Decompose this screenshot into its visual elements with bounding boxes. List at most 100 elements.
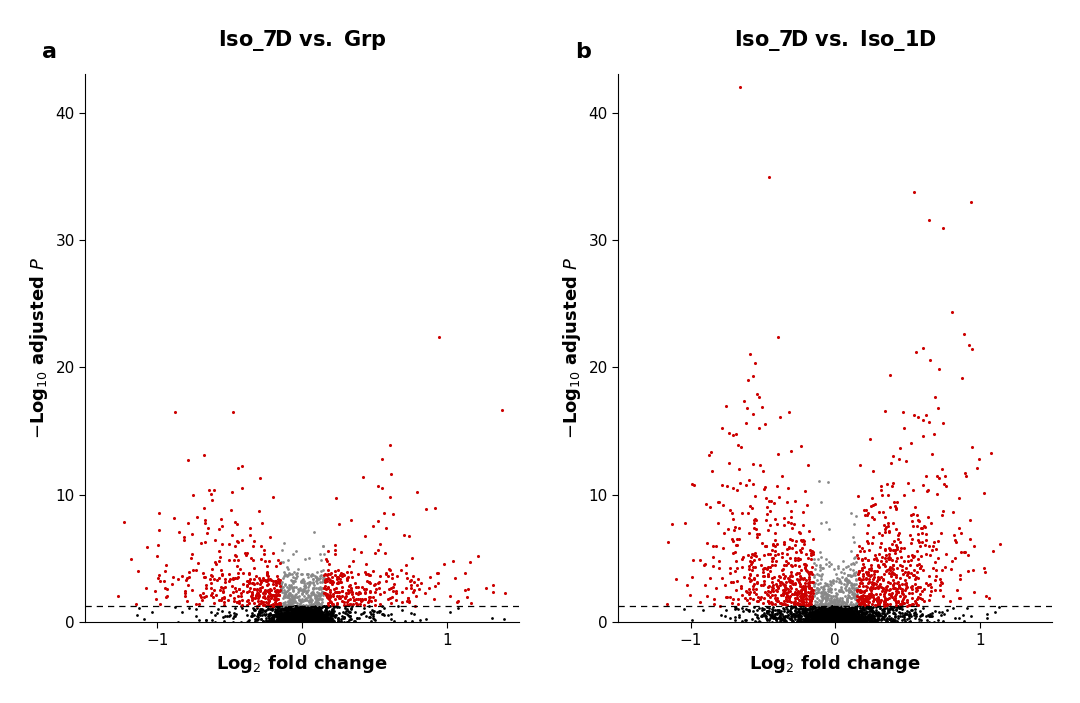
Point — [821, 610, 838, 621]
Point — [835, 614, 852, 625]
Point — [349, 530, 366, 541]
Point — [312, 583, 329, 595]
Point — [254, 537, 271, 548]
Point — [824, 616, 841, 627]
Point — [826, 602, 843, 613]
Point — [781, 607, 798, 619]
Point — [430, 612, 447, 624]
Point — [286, 600, 303, 611]
Point — [815, 608, 833, 619]
Point — [810, 614, 827, 626]
Point — [312, 614, 329, 626]
Point — [837, 612, 854, 623]
Point — [295, 610, 312, 621]
Point — [257, 607, 274, 619]
Point — [813, 617, 831, 628]
Point — [296, 600, 313, 612]
Point — [824, 610, 841, 621]
Point — [821, 615, 838, 626]
Point — [874, 583, 891, 594]
Point — [828, 615, 846, 626]
Point — [281, 613, 298, 624]
Point — [810, 578, 827, 589]
Point — [326, 617, 343, 628]
Point — [819, 617, 836, 628]
Point — [275, 616, 293, 627]
Point — [953, 373, 970, 384]
Point — [296, 617, 313, 628]
Point — [814, 615, 832, 626]
Point — [305, 614, 322, 625]
Point — [324, 569, 341, 581]
Point — [765, 553, 782, 564]
Point — [812, 614, 829, 625]
Point — [179, 602, 197, 613]
Point — [802, 614, 820, 626]
Point — [823, 612, 840, 624]
Point — [825, 614, 842, 625]
Point — [829, 615, 847, 626]
Point — [307, 607, 324, 619]
Point — [308, 613, 325, 624]
Point — [271, 605, 288, 616]
Point — [259, 595, 276, 606]
Point — [292, 615, 309, 626]
Point — [340, 596, 357, 607]
Point — [828, 614, 846, 626]
Point — [841, 615, 859, 626]
Point — [829, 612, 847, 623]
Point — [399, 496, 416, 508]
Point — [793, 611, 810, 622]
Point — [361, 610, 378, 621]
Point — [285, 610, 302, 621]
Point — [725, 514, 742, 525]
Point — [270, 616, 287, 627]
Point — [853, 610, 870, 621]
Point — [838, 614, 855, 625]
Point — [243, 612, 260, 623]
Point — [833, 614, 850, 625]
Point — [283, 611, 300, 622]
Point — [827, 616, 845, 627]
Point — [278, 616, 295, 627]
Point — [299, 616, 316, 627]
Point — [824, 616, 841, 627]
Point — [833, 606, 850, 617]
Point — [311, 600, 328, 612]
Point — [827, 610, 845, 621]
Point — [831, 615, 848, 626]
Point — [894, 578, 912, 589]
Point — [177, 600, 194, 612]
Point — [824, 616, 841, 627]
Point — [225, 592, 242, 603]
Point — [825, 602, 842, 614]
Point — [838, 616, 855, 627]
Point — [828, 614, 846, 625]
Point — [836, 614, 853, 626]
Point — [231, 558, 248, 569]
Point — [842, 615, 860, 626]
Point — [295, 614, 312, 626]
Point — [330, 606, 348, 617]
Point — [308, 617, 325, 628]
Point — [812, 610, 829, 621]
Point — [279, 617, 296, 628]
Point — [346, 611, 363, 622]
Point — [326, 612, 343, 624]
Point — [252, 508, 269, 520]
Point — [837, 615, 854, 626]
Point — [285, 611, 302, 622]
Point — [833, 617, 850, 628]
Point — [285, 613, 302, 624]
Point — [278, 608, 295, 619]
Point — [287, 617, 305, 628]
Point — [294, 600, 311, 611]
Point — [287, 612, 305, 624]
Point — [821, 614, 838, 625]
Point — [847, 589, 864, 600]
Point — [302, 612, 320, 624]
Point — [811, 606, 828, 617]
Point — [260, 612, 278, 624]
Point — [322, 614, 339, 626]
Point — [918, 470, 935, 482]
